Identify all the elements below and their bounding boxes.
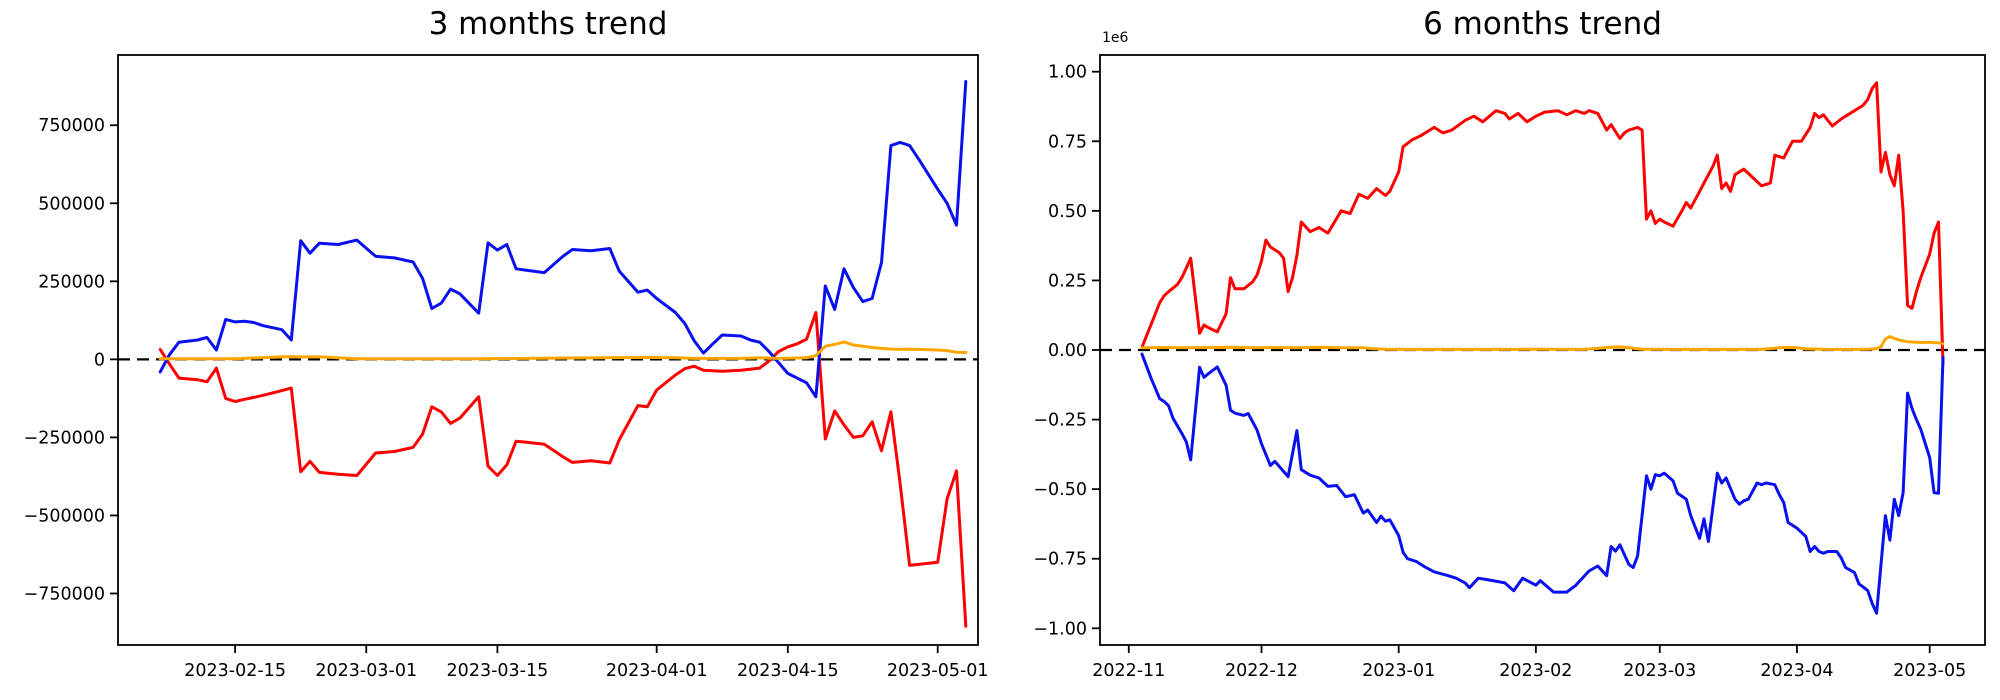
y-tick-label: −0.75: [1033, 550, 1087, 570]
y-axis-multiplier-label: 1e6: [1102, 30, 1129, 46]
x-tick-label: 2022-12: [1225, 661, 1298, 681]
series-line-orange: [1140, 335, 1945, 351]
x-tick-label: 2023-03-15: [447, 661, 549, 681]
series-line-blue: [158, 80, 968, 399]
series-line-red: [158, 311, 968, 628]
y-tick-label: 0.25: [1048, 271, 1087, 291]
series-line-red: [1140, 81, 1945, 366]
x-tick-label: 2023-05: [1893, 661, 1966, 681]
y-tick-label: 1.00: [1048, 63, 1087, 83]
axes-spines: [117, 54, 979, 646]
x-tick-label: 2023-03: [1623, 661, 1696, 681]
y-tick-label: 0: [94, 350, 105, 370]
x-tick-label: 2023-05-01: [887, 661, 989, 681]
y-tick-label: −500000: [24, 506, 105, 526]
y-tick-label: 0.75: [1048, 132, 1087, 152]
x-tick-label: 2023-02-15: [184, 661, 286, 681]
x-tick-label: 2023-02: [1499, 661, 1572, 681]
x-tick-label: 2023-01: [1362, 661, 1435, 681]
y-tick-label: −1.00: [1033, 619, 1087, 639]
y-tick-label: 500000: [38, 194, 105, 214]
series-line-orange: [158, 340, 968, 361]
y-tick-label: 750000: [38, 116, 105, 136]
x-tick-label: 2023-04-15: [737, 661, 839, 681]
y-tick-label: −0.25: [1033, 411, 1087, 431]
y-tick-label: −250000: [24, 428, 105, 448]
series-line-blue: [1140, 352, 1945, 615]
x-tick-label: 2023-03-01: [315, 661, 417, 681]
x-tick-label: 2023-04: [1760, 661, 1833, 681]
y-tick-label: −0.50: [1033, 480, 1087, 500]
y-tick-label: 250000: [38, 272, 105, 292]
chart-title-6-months: 6 months trend: [1423, 6, 1662, 42]
y-tick-label: 0.50: [1048, 202, 1087, 222]
y-tick-label: −750000: [24, 584, 105, 604]
x-tick-label: 2022-11: [1092, 661, 1165, 681]
y-tick-label: 0.00: [1048, 341, 1087, 361]
x-tick-label: 2023-04-01: [606, 661, 708, 681]
chart-title-3-months: 3 months trend: [428, 6, 668, 42]
